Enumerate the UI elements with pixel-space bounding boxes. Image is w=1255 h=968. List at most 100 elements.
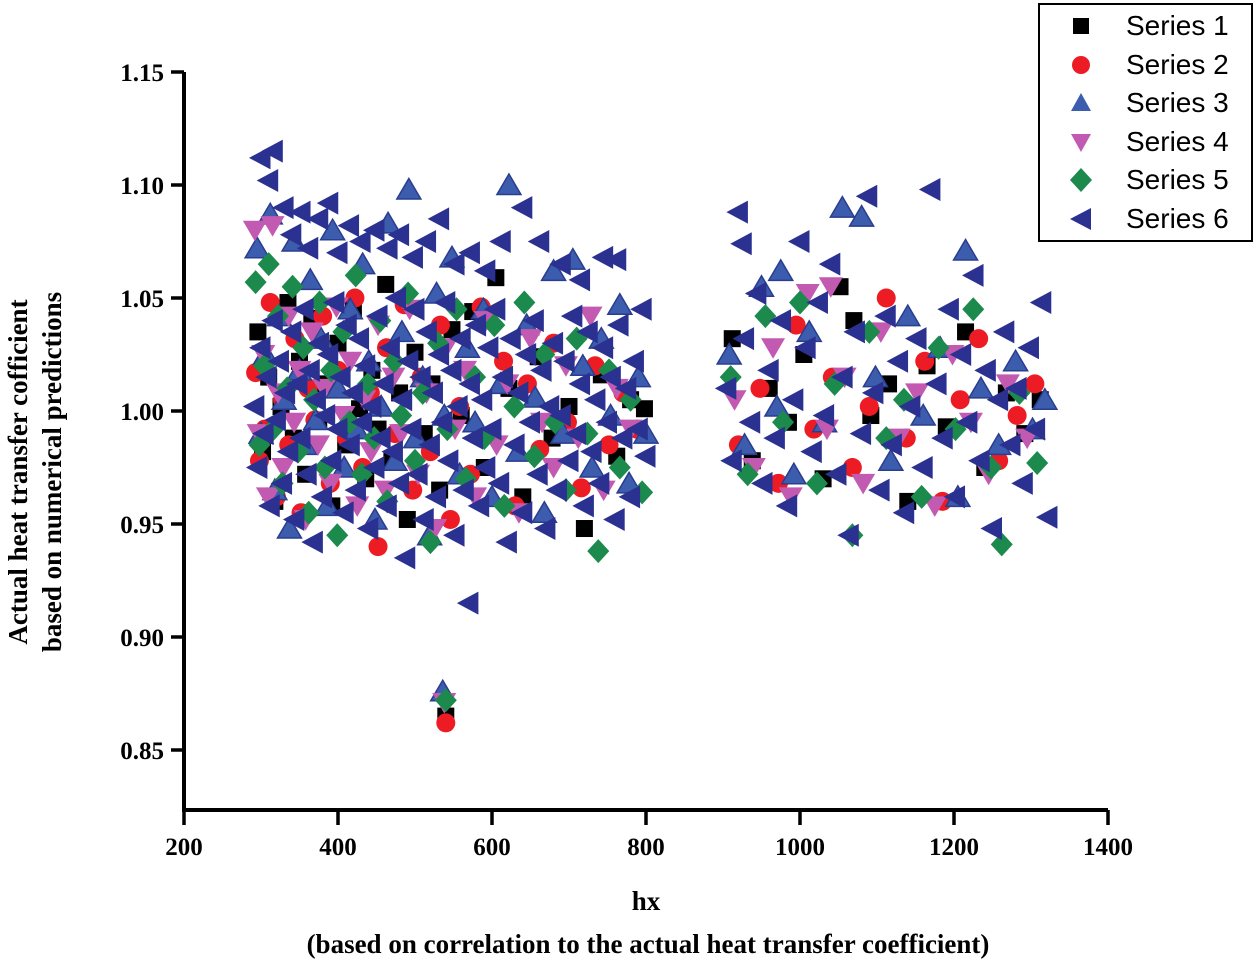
data-point — [849, 422, 872, 446]
data-point — [424, 485, 447, 509]
data-point — [344, 478, 366, 502]
data-point — [436, 713, 456, 733]
data-point — [347, 327, 370, 351]
data-point — [898, 394, 921, 418]
data-point — [568, 372, 591, 396]
data-point — [788, 230, 810, 253]
data-point — [255, 365, 277, 389]
data-point — [499, 327, 521, 351]
data-point — [279, 223, 302, 247]
data-point — [962, 297, 985, 322]
data-point — [587, 539, 610, 564]
data-point — [427, 207, 450, 231]
data-point — [848, 204, 875, 227]
data-point — [805, 471, 828, 496]
data-point — [622, 349, 644, 373]
data-point — [861, 381, 884, 405]
triangle-up-marker-icon — [1071, 93, 1091, 112]
data-point — [446, 394, 468, 418]
data-point — [376, 236, 398, 260]
data-point — [449, 327, 471, 351]
data-point — [345, 496, 370, 517]
data-point — [886, 349, 909, 373]
data-point — [430, 410, 453, 434]
data-point — [401, 245, 423, 269]
data-point — [242, 220, 267, 242]
data-point — [456, 591, 479, 615]
data-point — [843, 320, 865, 344]
data-point — [390, 388, 413, 412]
data-point — [714, 376, 737, 400]
triangle-left-marker-icon — [1070, 207, 1091, 230]
data-point — [338, 351, 363, 373]
data-point — [568, 268, 591, 292]
data-point — [859, 396, 879, 416]
data-point — [781, 388, 804, 412]
data-point — [436, 449, 459, 473]
data-point — [998, 433, 1021, 457]
data-point — [289, 426, 311, 450]
data-point — [510, 501, 533, 525]
data-point — [443, 523, 465, 547]
data-point — [918, 178, 941, 202]
data-point — [433, 291, 456, 315]
data-point — [518, 329, 543, 350]
data-point — [604, 248, 627, 272]
data-point — [258, 494, 280, 518]
data-point — [576, 320, 598, 344]
data-point — [307, 331, 330, 355]
legend-label: Series 4 — [1126, 125, 1229, 157]
data-point — [837, 523, 859, 547]
data-point — [287, 360, 312, 382]
data-point — [950, 390, 970, 410]
data-point — [260, 216, 285, 237]
data-point — [495, 172, 523, 196]
data-point — [489, 230, 511, 253]
data-point — [1017, 336, 1039, 360]
data-point — [483, 313, 506, 338]
y-tick-label: 1.15 — [120, 60, 164, 87]
data-point — [757, 358, 779, 382]
data-point — [751, 471, 773, 495]
data-point — [599, 365, 621, 389]
data-point — [967, 375, 995, 399]
data-point — [732, 327, 755, 351]
data-point — [359, 442, 384, 463]
data-point — [412, 507, 434, 531]
data-point — [377, 275, 395, 293]
data-point — [443, 252, 465, 276]
data-point — [396, 349, 419, 373]
data-point — [780, 461, 808, 485]
legend-label: Series 3 — [1126, 87, 1229, 119]
data-point — [299, 322, 324, 343]
data-point — [736, 462, 759, 487]
data-point — [522, 309, 544, 333]
x-axis-title: hx — [631, 886, 661, 916]
data-point — [393, 546, 416, 570]
data-point — [1026, 450, 1049, 475]
data-point — [476, 336, 499, 360]
data-point — [313, 404, 336, 428]
data-point — [243, 235, 271, 259]
data-point — [264, 408, 286, 432]
data-point — [406, 462, 428, 486]
data-point — [990, 532, 1013, 557]
data-point — [308, 290, 331, 315]
data-point — [618, 485, 641, 509]
data-point — [527, 230, 550, 253]
data-point — [905, 327, 927, 351]
data-point — [282, 412, 307, 434]
data-point — [986, 388, 1009, 412]
legend-label: Series 5 — [1126, 164, 1229, 196]
data-point — [943, 485, 966, 509]
data-point — [549, 404, 571, 428]
data-point — [414, 230, 437, 253]
data-point — [362, 218, 385, 242]
data-point — [256, 168, 279, 192]
data-point — [261, 139, 283, 163]
data-point — [578, 306, 603, 328]
data-point — [458, 372, 480, 396]
y-tick-label: 0.85 — [120, 738, 164, 765]
data-point — [800, 440, 822, 464]
data-point — [337, 214, 360, 238]
